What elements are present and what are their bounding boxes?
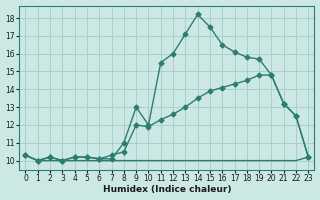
- X-axis label: Humidex (Indice chaleur): Humidex (Indice chaleur): [103, 185, 231, 194]
